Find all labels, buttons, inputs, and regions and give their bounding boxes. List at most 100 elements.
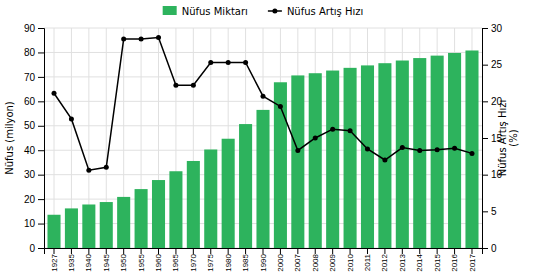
marker bbox=[348, 128, 353, 133]
tick-mark bbox=[482, 65, 488, 66]
tick-label: 1927 bbox=[50, 253, 59, 271]
tick: 5 bbox=[482, 206, 497, 217]
marker bbox=[261, 94, 266, 99]
tick-mark bbox=[54, 248, 55, 254]
tick-mark bbox=[210, 248, 211, 254]
y2-axis-title: Nüfus Artış Hızı(%) bbox=[497, 100, 519, 176]
bar bbox=[152, 180, 165, 248]
marker bbox=[452, 146, 457, 151]
tick: 60 bbox=[24, 96, 44, 107]
tick-mark bbox=[384, 248, 385, 254]
tick-mark bbox=[297, 248, 298, 254]
tick: 1945 bbox=[102, 248, 111, 272]
tick-label: 2012 bbox=[380, 253, 389, 271]
marker bbox=[365, 147, 370, 152]
legend: Nüfus MiktarıNüfus Artış Hızı bbox=[163, 6, 364, 17]
tick: 0 bbox=[29, 243, 44, 254]
tick-label: 1935 bbox=[67, 253, 76, 271]
tick-label: 1955 bbox=[137, 253, 146, 271]
bar bbox=[396, 61, 409, 248]
tick-label: 1990 bbox=[259, 253, 268, 271]
bar bbox=[465, 50, 478, 248]
tick-label: 40 bbox=[24, 145, 36, 156]
tick-label: 1985 bbox=[241, 253, 250, 271]
bar bbox=[291, 75, 304, 248]
markers bbox=[52, 35, 475, 173]
axis-line bbox=[483, 29, 489, 249]
tick-label: 2016 bbox=[450, 253, 459, 271]
marker bbox=[191, 83, 196, 88]
tick-mark bbox=[280, 248, 281, 254]
marker bbox=[69, 116, 74, 121]
bar bbox=[326, 71, 339, 248]
tick-mark bbox=[482, 138, 488, 139]
tick-mark bbox=[38, 52, 44, 53]
tick-mark bbox=[482, 211, 488, 212]
tick-mark bbox=[402, 248, 403, 254]
marker bbox=[121, 37, 126, 42]
tick-mark bbox=[141, 248, 142, 254]
marker bbox=[86, 168, 91, 173]
tick-mark bbox=[471, 248, 472, 254]
legend-label: Nüfus Miktarı bbox=[182, 6, 248, 17]
tick-label: 5 bbox=[491, 206, 497, 217]
tick-mark bbox=[38, 150, 44, 151]
bar bbox=[169, 171, 182, 248]
bar bbox=[378, 63, 391, 248]
tick-label: 70 bbox=[24, 72, 36, 83]
bar bbox=[448, 53, 461, 248]
bar bbox=[309, 73, 322, 248]
tick-label: 2010 bbox=[346, 253, 355, 271]
tick-mark bbox=[315, 248, 316, 254]
tick: 10 bbox=[24, 218, 44, 229]
tick-label: 80 bbox=[24, 47, 36, 58]
chart: 0102030405060708090051015202530192719351… bbox=[0, 0, 534, 280]
tick-label: 25 bbox=[491, 59, 503, 70]
bar bbox=[47, 215, 60, 248]
marker bbox=[156, 35, 161, 40]
marker bbox=[226, 60, 231, 65]
axis-line bbox=[45, 249, 483, 255]
tick-mark bbox=[367, 248, 368, 254]
marks bbox=[47, 35, 478, 248]
legend-swatch bbox=[163, 6, 177, 15]
bar bbox=[344, 68, 357, 248]
tick-mark bbox=[228, 248, 229, 254]
tick: 2010 bbox=[346, 248, 355, 272]
tick-mark bbox=[38, 126, 44, 127]
marker bbox=[104, 165, 109, 170]
tick-mark bbox=[245, 248, 246, 254]
tick-label: 50 bbox=[24, 120, 36, 131]
tick-label: 30 bbox=[24, 169, 36, 180]
bar bbox=[117, 197, 130, 248]
tick-label: 1980 bbox=[224, 253, 233, 271]
tick-mark bbox=[38, 101, 44, 102]
tick: 2007 bbox=[293, 248, 302, 272]
tick-mark bbox=[350, 248, 351, 254]
bar bbox=[239, 124, 252, 248]
marker bbox=[139, 37, 144, 42]
tick: 1970 bbox=[189, 248, 198, 272]
tick: 30 bbox=[482, 23, 503, 34]
tick-mark bbox=[38, 199, 44, 200]
tick-mark bbox=[38, 28, 44, 29]
tick-mark bbox=[158, 248, 159, 254]
legend-item: Nüfus Miktarı bbox=[163, 6, 248, 17]
tick: 1985 bbox=[241, 248, 250, 272]
tick-label: 1965 bbox=[171, 253, 180, 271]
tick: 70 bbox=[24, 72, 44, 83]
tick: 1955 bbox=[137, 248, 146, 272]
tick-label: 1945 bbox=[102, 253, 111, 271]
tick: 1975 bbox=[206, 248, 215, 272]
tick-mark bbox=[175, 248, 176, 254]
tick: 40 bbox=[24, 145, 44, 156]
tick-label: 1950 bbox=[119, 253, 128, 271]
marker bbox=[295, 148, 300, 153]
tick-mark bbox=[437, 248, 438, 254]
marker bbox=[173, 83, 178, 88]
tick-mark bbox=[332, 248, 333, 254]
tick: 2015 bbox=[433, 248, 442, 272]
tick: 90 bbox=[24, 23, 44, 34]
tick-mark bbox=[454, 248, 455, 254]
tick-label: 2009 bbox=[328, 253, 337, 271]
